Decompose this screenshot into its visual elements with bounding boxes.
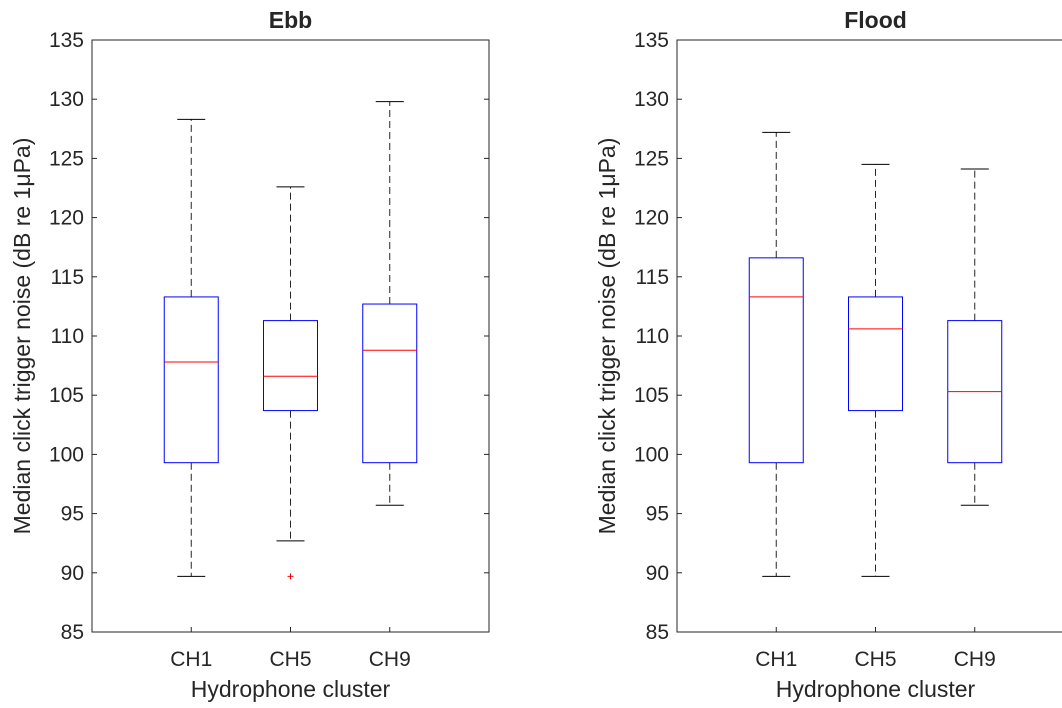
x-tick-label: CH1 xyxy=(755,648,797,671)
box-ch9 xyxy=(362,101,418,506)
y-tick-label: 95 xyxy=(646,503,669,526)
x-tick-label: CH9 xyxy=(954,648,996,671)
y-tick-label: 115 xyxy=(636,266,669,289)
y-tick-label: 105 xyxy=(49,384,84,407)
x-tick-label: CH5 xyxy=(854,648,896,671)
y-tick-label: 130 xyxy=(49,88,84,111)
y-axis-label: Median click trigger noise (dB re 1μPa) xyxy=(594,138,620,535)
y-tick-label: 90 xyxy=(61,562,84,585)
y-tick-label: 130 xyxy=(634,88,669,111)
y-tick-label: 95 xyxy=(61,503,84,526)
plot-frame xyxy=(91,39,490,633)
x-axis-label: Hydrophone cluster xyxy=(776,676,976,702)
y-tick-label: 135 xyxy=(634,29,669,52)
chart-panel-ebb: 85 90 95 100 105 110 115 120 125 130 135 CH1 CH5 CH9 E… xyxy=(9,7,490,702)
interquartile-box xyxy=(362,303,418,464)
outlier-marker xyxy=(287,573,294,580)
y-tick-label: 110 xyxy=(51,325,84,348)
y-tick-label: 100 xyxy=(634,443,669,466)
x-tick-label: CH9 xyxy=(369,648,411,671)
chart-title: Ebb xyxy=(269,7,312,33)
y-tick-label: 105 xyxy=(634,384,669,407)
y-tick-label: 85 xyxy=(61,621,84,644)
y-tick-label: 90 xyxy=(646,562,669,585)
interquartile-box xyxy=(848,296,903,412)
x-axis-label: Hydrophone cluster xyxy=(191,676,391,702)
plot-frame xyxy=(676,39,1062,633)
y-tick-label: 135 xyxy=(49,29,84,52)
y-tick-label: 110 xyxy=(636,325,669,348)
y-tick-label: 100 xyxy=(49,443,84,466)
interquartile-box xyxy=(748,257,804,464)
y-tick-label: 120 xyxy=(634,207,669,230)
box-ch5 xyxy=(263,186,318,580)
y-axis-label: Median click trigger noise (dB re 1μPa) xyxy=(9,138,35,535)
x-tick-label: CH1 xyxy=(170,648,212,671)
y-tick-label: 125 xyxy=(49,147,84,170)
box-ch1 xyxy=(748,131,804,577)
interquartile-box xyxy=(163,296,219,464)
y-tick-label: 115 xyxy=(51,266,84,289)
box-ch9 xyxy=(947,168,1003,506)
box-ch5 xyxy=(848,163,903,577)
y-tick-label: 125 xyxy=(634,147,669,170)
chart-panel-flood: 85 90 95 100 105 110 115 120 125 130 135 CH1 CH5 CH9 F… xyxy=(594,7,1062,702)
y-tick-label: 120 xyxy=(49,207,84,230)
chart-title: Flood xyxy=(844,7,907,33)
x-tick-label: CH5 xyxy=(269,648,311,671)
interquartile-box xyxy=(263,320,318,412)
box-ch1 xyxy=(163,118,219,577)
y-tick-label: 85 xyxy=(646,621,669,644)
